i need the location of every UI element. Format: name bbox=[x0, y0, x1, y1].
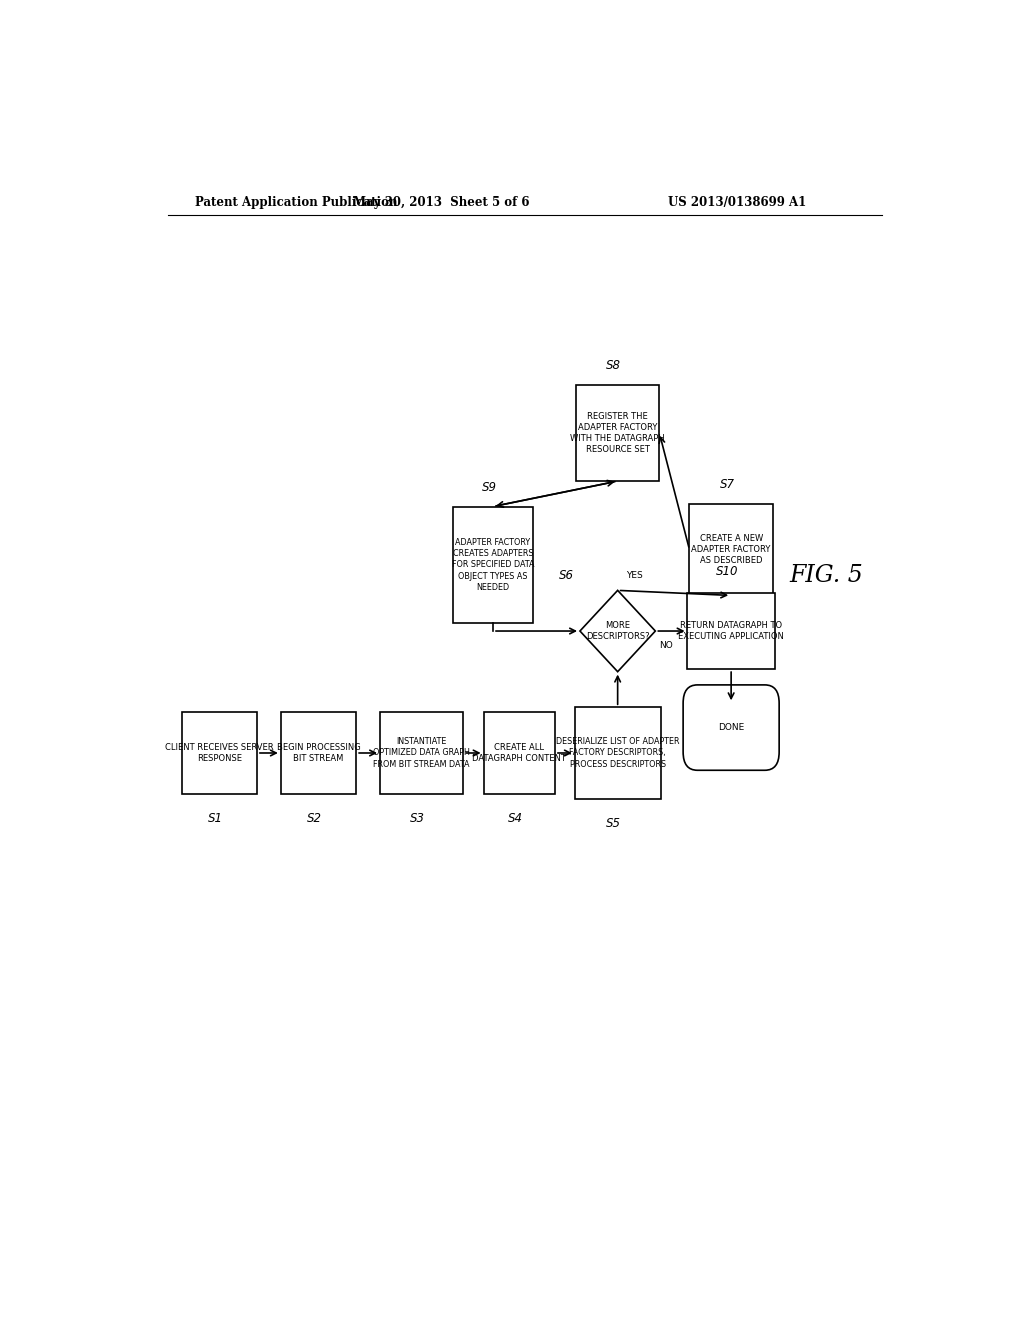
Text: BEGIN PROCESSING
BIT STREAM: BEGIN PROCESSING BIT STREAM bbox=[276, 743, 360, 763]
Text: S2: S2 bbox=[307, 812, 322, 825]
FancyBboxPatch shape bbox=[687, 593, 775, 669]
FancyBboxPatch shape bbox=[483, 713, 555, 793]
FancyBboxPatch shape bbox=[574, 708, 660, 799]
Text: S9: S9 bbox=[481, 480, 497, 494]
Text: S8: S8 bbox=[606, 359, 622, 372]
Text: FIG. 5: FIG. 5 bbox=[790, 564, 863, 586]
Text: S6: S6 bbox=[558, 569, 573, 582]
Text: US 2013/0138699 A1: US 2013/0138699 A1 bbox=[668, 195, 806, 209]
Text: S3: S3 bbox=[411, 812, 425, 825]
Text: S10: S10 bbox=[716, 565, 738, 578]
FancyBboxPatch shape bbox=[683, 685, 779, 771]
Text: DONE: DONE bbox=[718, 723, 744, 733]
FancyBboxPatch shape bbox=[575, 384, 659, 480]
FancyBboxPatch shape bbox=[380, 713, 463, 793]
Text: CREATE ALL
DATAGRAPH CONTENT: CREATE ALL DATAGRAPH CONTENT bbox=[472, 743, 566, 763]
Text: ADAPTER FACTORY
CREATES ADAPTERS
FOR SPECIFIED DATA
OBJECT TYPES AS
NEEDED: ADAPTER FACTORY CREATES ADAPTERS FOR SPE… bbox=[452, 539, 535, 591]
Text: May 30, 2013  Sheet 5 of 6: May 30, 2013 Sheet 5 of 6 bbox=[353, 195, 529, 209]
Text: Patent Application Publication: Patent Application Publication bbox=[196, 195, 398, 209]
Text: S1: S1 bbox=[208, 812, 223, 825]
Text: S4: S4 bbox=[508, 812, 523, 825]
Text: REGISTER THE
ADAPTER FACTORY
WITH THE DATAGRAPH
RESOURCE SET: REGISTER THE ADAPTER FACTORY WITH THE DA… bbox=[570, 412, 665, 454]
Text: YES: YES bbox=[626, 572, 642, 581]
FancyBboxPatch shape bbox=[689, 504, 773, 595]
Text: INSTANTIATE
OPTIMIZED DATA GRAPH
FROM BIT STREAM DATA: INSTANTIATE OPTIMIZED DATA GRAPH FROM BI… bbox=[373, 738, 470, 768]
Text: RETURN DATAGRAPH TO
EXECUTING APPLICATION: RETURN DATAGRAPH TO EXECUTING APPLICATIO… bbox=[678, 620, 784, 642]
FancyBboxPatch shape bbox=[281, 713, 356, 793]
Polygon shape bbox=[580, 590, 655, 672]
Text: S5: S5 bbox=[606, 817, 622, 830]
FancyBboxPatch shape bbox=[454, 507, 532, 623]
Text: DESERIALIZE LIST OF ADAPTER
FACTORY DESCRIPTORS,
PROCESS DESCRIPTORS: DESERIALIZE LIST OF ADAPTER FACTORY DESC… bbox=[556, 738, 679, 768]
Text: CLIENT RECEIVES SERVER
RESPONSE: CLIENT RECEIVES SERVER RESPONSE bbox=[165, 743, 273, 763]
Text: MORE
DESCRIPTORS?: MORE DESCRIPTORS? bbox=[586, 620, 649, 642]
Text: CREATE A NEW
ADAPTER FACTORY
AS DESCRIBED: CREATE A NEW ADAPTER FACTORY AS DESCRIBE… bbox=[691, 535, 771, 565]
Text: S7: S7 bbox=[720, 478, 734, 491]
FancyBboxPatch shape bbox=[181, 713, 257, 793]
Text: NO: NO bbox=[659, 642, 673, 651]
